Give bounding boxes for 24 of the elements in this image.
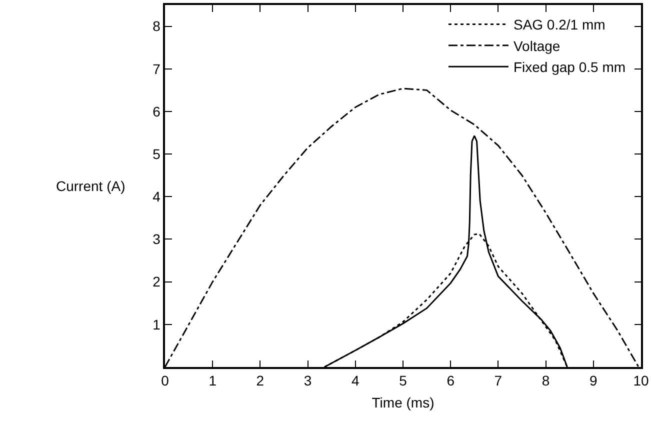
x-tick-label: 5 xyxy=(399,372,408,389)
legend-label: SAG 0.2/1 mm xyxy=(513,16,606,33)
x-axis-title: Time (ms) xyxy=(372,394,434,410)
x-tick-label: 6 xyxy=(446,372,455,389)
y-axis-title: Current (A) xyxy=(56,178,126,194)
y-tick-label: 5 xyxy=(152,146,161,162)
x-tick-label: 0 xyxy=(161,372,170,389)
y-tick-label: 7 xyxy=(152,60,161,77)
x-tick-label: 1 xyxy=(208,372,217,389)
x-tick-label: 2 xyxy=(256,372,264,389)
y-tick-label: 4 xyxy=(152,188,161,205)
x-tick-label: 7 xyxy=(494,372,502,389)
y-tick-label: 2 xyxy=(152,274,161,290)
x-tick-label: 10 xyxy=(633,372,649,389)
y-tick-label: 8 xyxy=(152,18,161,34)
x-tick-label: 8 xyxy=(542,372,550,389)
y-tick-label: 1 xyxy=(152,316,161,332)
x-tick-label: 9 xyxy=(590,372,598,389)
x-tick-label: 4 xyxy=(352,372,360,389)
y-tick-label: 6 xyxy=(152,103,161,120)
legend-label: Voltage xyxy=(513,38,560,54)
y-tick-label: 3 xyxy=(152,231,161,248)
x-tick-label: 3 xyxy=(304,372,312,389)
legend-label: Fixed gap 0.5 mm xyxy=(513,59,626,76)
